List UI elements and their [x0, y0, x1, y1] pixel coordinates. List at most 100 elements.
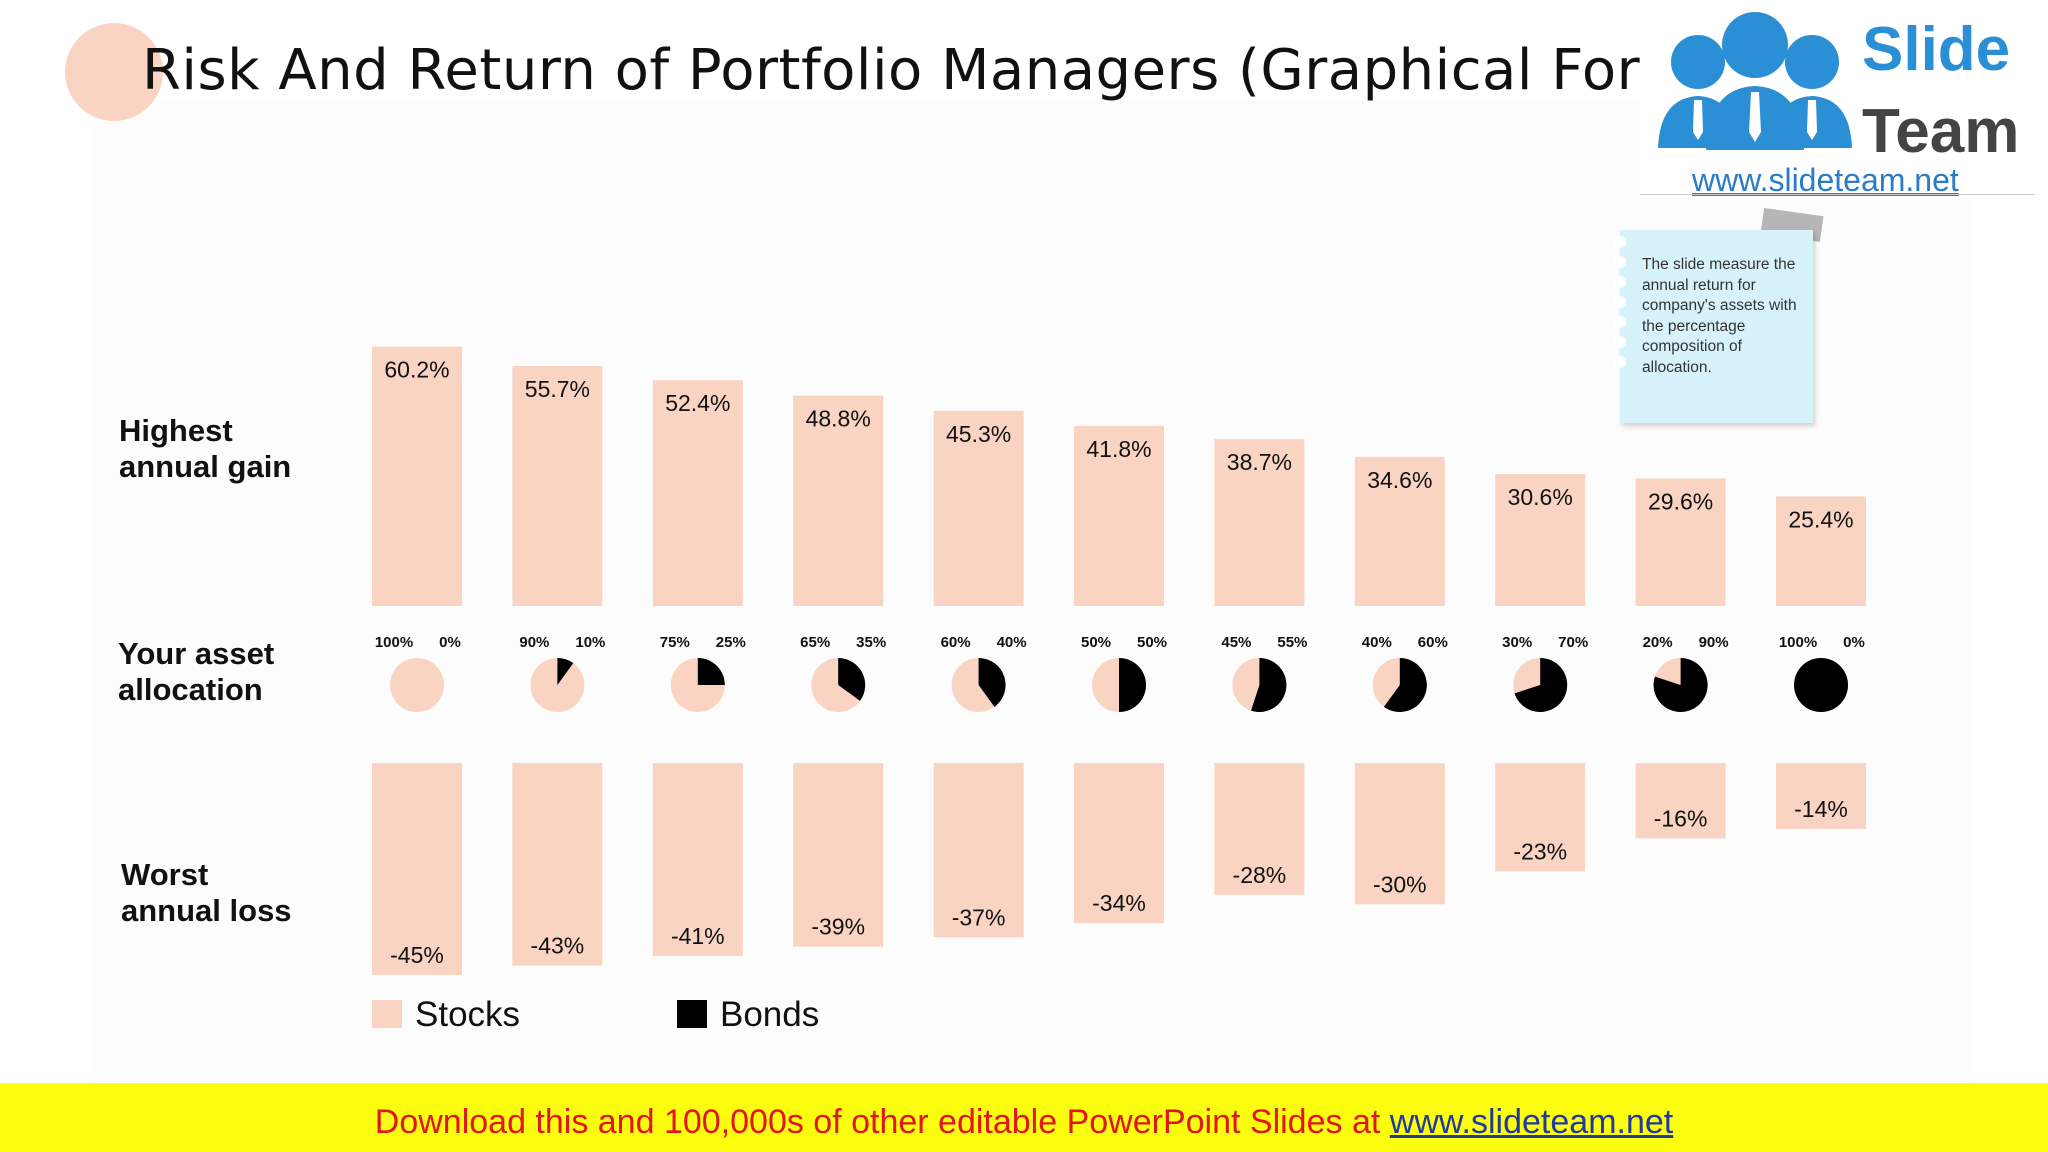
note-text: The slide measure the annual return for … — [1642, 256, 1797, 376]
gain-bar — [1776, 496, 1866, 606]
allocation-stocks-label: 100% — [1779, 634, 1817, 651]
allocation-stocks-label: 90% — [519, 634, 549, 651]
sticky-note: The slide measure the annual return for … — [1614, 230, 1813, 423]
allocation-bonds-label: 70% — [1558, 634, 1588, 651]
gain-bar — [652, 380, 743, 606]
loss-bar-label: -37% — [952, 904, 1006, 930]
loss-bar-label: -34% — [1092, 890, 1146, 916]
loss-bar-label: -28% — [1233, 862, 1287, 888]
row-label-loss: Worst annual loss — [121, 857, 292, 929]
row-label-allocation-line1: Your asset — [118, 636, 275, 671]
loss-bar — [1495, 763, 1586, 872]
loss-bar-label: -45% — [390, 942, 444, 968]
allocation-bonds-label: 55% — [1277, 634, 1307, 651]
gain-bar — [372, 346, 462, 606]
allocation-bonds-label: 35% — [856, 634, 886, 651]
gain-bar-label: 30.6% — [1508, 484, 1573, 510]
download-banner: Download this and 100,000s of other edit… — [0, 1083, 2048, 1152]
gain-bar-label: 29.6% — [1648, 488, 1713, 514]
gain-bar-label: 52.4% — [665, 390, 730, 416]
loss-bar-label: -16% — [1654, 805, 1708, 831]
gain-bar — [1214, 439, 1305, 606]
gain-bar-label: 48.8% — [806, 406, 871, 432]
allocation-pie-bonds — [1251, 658, 1287, 712]
banner-text: Download this and 100,000s of other edit… — [0, 1103, 2048, 1142]
gain-bar — [933, 410, 1024, 606]
loss-bar — [512, 763, 603, 966]
allocation-bonds-label: 10% — [575, 634, 605, 651]
allocation-stocks-label: 75% — [660, 634, 690, 651]
loss-bar — [372, 763, 462, 975]
allocation-stocks-label: 60% — [941, 634, 971, 651]
gain-bar-label: 41.8% — [1086, 436, 1151, 462]
allocation-pie-bonds — [978, 658, 1006, 707]
allocation-bonds-label: 40% — [997, 634, 1027, 651]
allocation-pie-bonds — [838, 658, 866, 701]
loss-bar-label: -39% — [811, 914, 865, 940]
slideteam-logo[interactable]: Slide Team www.slideteam.net — [1640, 0, 2035, 198]
gain-bar — [1635, 478, 1726, 606]
row-label-gain: Highest annual gain — [119, 413, 291, 485]
row-label-loss-line2: annual loss — [121, 893, 292, 928]
gain-bar — [1354, 456, 1445, 606]
allocation-pie-bonds — [697, 658, 725, 685]
loss-bar-label: -41% — [671, 923, 725, 949]
gain-bar — [512, 365, 603, 606]
logo-word-slide: Slide — [1862, 15, 2011, 84]
allocation-stocks-label: 65% — [800, 634, 830, 651]
gain-bar-label: 60.2% — [384, 357, 449, 383]
title-decoration-circle — [65, 23, 163, 121]
row-label-gain-line2: annual gain — [119, 449, 292, 484]
loss-bar-label: -30% — [1373, 871, 1427, 897]
logo-word-team: Team — [1862, 97, 2020, 166]
loss-bar — [933, 763, 1024, 938]
loss-bar-label: -43% — [531, 933, 585, 959]
allocation-bonds-label: 0% — [439, 634, 461, 651]
gain-bar-label: 25.4% — [1788, 507, 1853, 533]
allocation-pie-bonds — [1514, 658, 1568, 712]
loss-bar — [1214, 763, 1305, 895]
allocation-bonds-label: 0% — [1843, 634, 1865, 651]
allocation-bonds-label: 50% — [1137, 634, 1167, 651]
loss-bar — [1074, 763, 1164, 924]
banner-message: Download this and 100,000s of other edit… — [374, 1103, 1390, 1141]
allocation-pie-bonds — [1119, 658, 1146, 712]
allocation-pie-bonds — [557, 658, 574, 685]
allocation-bonds-label: 25% — [716, 634, 746, 651]
legend-stocks-swatch — [372, 1000, 402, 1028]
loss-bar-label: -23% — [1513, 838, 1567, 864]
allocation-bonds-label: 60% — [1418, 634, 1448, 651]
allocation-pie-bonds — [1383, 658, 1427, 713]
legend-stocks-label: Stocks — [415, 995, 521, 1034]
gain-bar — [1074, 425, 1164, 606]
loss-bar — [1354, 763, 1445, 905]
allocation-stocks-label: 30% — [1502, 634, 1532, 651]
legend-bonds-swatch — [677, 1000, 707, 1028]
slide-title: Risk And Return of Portfolio Managers (G… — [142, 38, 1827, 103]
logo-url-link[interactable]: www.slideteam.net — [1692, 162, 1959, 198]
gain-bar — [1495, 474, 1586, 606]
allocation-pie-bonds — [1653, 658, 1708, 712]
loss-bar — [793, 763, 884, 947]
loss-bar-label: -14% — [1794, 796, 1848, 822]
gain-bar — [793, 395, 884, 606]
row-label-allocation: Your asset allocation — [118, 636, 274, 708]
loss-bar — [652, 763, 743, 957]
gain-bar-label: 38.7% — [1227, 449, 1292, 475]
allocation-stocks-label: 40% — [1362, 634, 1392, 651]
note-binder-holes — [1614, 236, 1626, 376]
allocation-pie-bonds — [1794, 658, 1848, 712]
legend-bonds-label: Bonds — [720, 995, 820, 1034]
allocation-stocks-label: 100% — [375, 634, 413, 651]
loss-bar — [1776, 763, 1866, 829]
logo-divider — [1640, 194, 2035, 195]
row-label-allocation-line2: allocation — [118, 672, 263, 707]
allocation-pie-stocks — [390, 658, 444, 712]
banner-link[interactable]: www.slideteam.net — [1389, 1103, 1674, 1141]
row-label-loss-line1: Worst — [121, 857, 209, 892]
loss-bar — [1635, 763, 1726, 839]
people-icon — [1658, 12, 1852, 150]
row-label-gain-line1: Highest — [119, 413, 233, 448]
gain-bar-label: 45.3% — [946, 421, 1011, 447]
